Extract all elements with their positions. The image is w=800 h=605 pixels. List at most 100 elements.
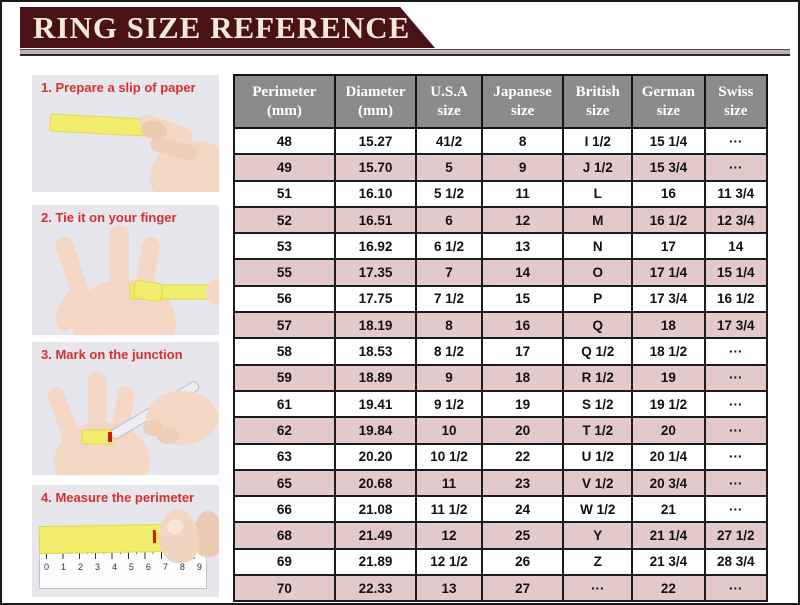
- step-card-2: 2. Tie it on your finger: [32, 205, 219, 335]
- cell-usa-size: 13: [415, 574, 483, 603]
- cell-diameter: 20.68: [333, 468, 418, 498]
- title-banner: RING SIZE REFERENCE: [20, 7, 435, 48]
- cell-japanese-size: 15: [480, 284, 565, 314]
- cell-japanese-size: 9: [480, 153, 565, 182]
- cell-japanese-size: 13: [480, 232, 565, 261]
- cell-swiss-size: ···: [703, 495, 769, 524]
- cell-diameter: 15.27: [333, 126, 418, 156]
- cell-swiss-size: 14: [703, 232, 769, 261]
- cell-british-size: Q 1/2: [562, 337, 634, 366]
- cell-swiss-size: ···: [703, 337, 769, 366]
- header-cell: German size: [631, 74, 706, 129]
- cell-usa-size: 5: [415, 153, 483, 182]
- table-row: 62 19.84 10 20 T 1/2 20 ···: [233, 416, 769, 445]
- cell-usa-size: 6 1/2: [415, 232, 483, 261]
- cell-german-size: 17 1/4: [631, 258, 706, 287]
- cell-british-size: M: [562, 205, 634, 235]
- cell-japanese-size: 18: [480, 363, 565, 392]
- cell-usa-size: 9 1/2: [415, 389, 483, 419]
- cell-german-size: 17 3/4: [631, 284, 706, 314]
- cell-british-size: ···: [562, 574, 634, 603]
- table-body: 48 15.27 41/2 8 I 1/2 15 1/4 ··· 49 15.7…: [233, 126, 769, 603]
- cell-japanese-size: 16: [480, 311, 565, 340]
- cell-usa-size: 5 1/2: [415, 179, 483, 208]
- table-row: 61 19.41 9 1/2 19 S 1/2 19 1/2 ···: [233, 389, 769, 419]
- cell-german-size: 15 3/4: [631, 153, 706, 182]
- cell-swiss-size: 11 3/4: [703, 179, 769, 208]
- table-row: 68 21.49 12 25 Y 21 1/4 27 1/2: [233, 521, 769, 550]
- ruler-major-ticks: [46, 548, 200, 559]
- cell-german-size: 20: [631, 416, 706, 445]
- cell-perimeter: 69: [233, 547, 336, 577]
- ruler-number: 5: [128, 562, 134, 572]
- step-2-label: 2. Tie it on your finger: [41, 210, 177, 225]
- cell-swiss-size: ···: [703, 574, 769, 603]
- cell-german-size: 18: [631, 311, 706, 340]
- table-row: 52 16.51 6 12 M 16 1/2 12 3/4: [233, 205, 769, 235]
- cell-british-size: S 1/2: [562, 389, 634, 419]
- ruler-number: 7: [162, 562, 168, 572]
- cell-japanese-size: 20: [480, 416, 565, 445]
- ring-size-table-wrap: Perimeter (mm) Diameter (mm) U.S.A size Jap…: [233, 74, 769, 603]
- cell-japanese-size: 11: [480, 179, 565, 208]
- cell-diameter: 19.41: [333, 389, 418, 419]
- cell-perimeter: 53: [233, 232, 336, 261]
- cell-usa-size: 7: [415, 258, 483, 287]
- cell-perimeter: 59: [233, 363, 336, 392]
- cell-swiss-size: 15 1/4: [703, 258, 769, 287]
- cell-perimeter: 57: [233, 311, 336, 340]
- cell-german-size: 21 3/4: [631, 547, 706, 577]
- table-row: 55 17.35 7 14 O 17 1/4 15 1/4: [233, 258, 769, 287]
- cell-usa-size: 12: [415, 521, 483, 550]
- cell-usa-size: 10 1/2: [415, 442, 483, 471]
- cell-diameter: 19.84: [333, 416, 418, 445]
- table-row: 70 22.33 13 27 ··· 22 ···: [233, 574, 769, 603]
- header-cell: Swiss size: [703, 74, 769, 129]
- table-header-row: Perimeter (mm) Diameter (mm) U.S.A size Jap…: [233, 74, 769, 129]
- cell-german-size: 21: [631, 495, 706, 524]
- step-4-fingernail: [166, 518, 184, 536]
- cell-japanese-size: 27: [480, 574, 565, 603]
- cell-perimeter: 52: [233, 205, 336, 235]
- table-row: 57 18.19 8 16 Q 18 17 3/4: [233, 311, 769, 340]
- step-4-label: 4. Measure the perimeter: [41, 490, 195, 505]
- cell-swiss-size: ···: [703, 442, 769, 471]
- cell-swiss-size: 16 1/2: [703, 284, 769, 314]
- cell-japanese-size: 25: [480, 521, 565, 550]
- cell-perimeter: 55: [233, 258, 336, 287]
- cell-british-size: T 1/2: [562, 416, 634, 445]
- cell-german-size: 18 1/2: [631, 337, 706, 366]
- cell-diameter: 17.75: [333, 284, 418, 314]
- cell-diameter: 16.92: [333, 232, 418, 261]
- step-4-paper-strip: [38, 523, 170, 555]
- cell-japanese-size: 24: [480, 495, 565, 524]
- cell-usa-size: 6: [415, 205, 483, 235]
- cell-swiss-size: 12 3/4: [703, 205, 769, 235]
- cell-british-size: O: [562, 258, 634, 287]
- cell-swiss-size: 17 3/4: [703, 311, 769, 340]
- page-title: RING SIZE REFERENCE: [33, 9, 411, 45]
- cell-german-size: 16 1/2: [631, 205, 706, 235]
- header-cell: Perimeter (mm): [233, 74, 336, 129]
- cell-usa-size: 8: [415, 311, 483, 340]
- cell-british-size: J 1/2: [562, 153, 634, 182]
- cell-swiss-size: ···: [703, 153, 769, 182]
- header-cell: Japanese size: [480, 74, 565, 129]
- cell-swiss-size: ···: [703, 363, 769, 392]
- cell-british-size: R 1/2: [562, 363, 634, 392]
- table-row: 56 17.75 7 1/2 15 P 17 3/4 16 1/2: [233, 284, 769, 314]
- cell-german-size: 15 1/4: [631, 126, 706, 156]
- cell-japanese-size: 19: [480, 389, 565, 419]
- cell-usa-size: 10: [415, 416, 483, 445]
- header-cell: U.S.A size: [415, 74, 483, 129]
- cell-british-size: P: [562, 284, 634, 314]
- cell-perimeter: 70: [233, 574, 336, 603]
- cell-usa-size: 11: [415, 468, 483, 498]
- cell-diameter: 16.10: [333, 179, 418, 208]
- cell-usa-size: 41/2: [415, 126, 483, 156]
- table-row: 49 15.70 5 9 J 1/2 15 3/4 ···: [233, 153, 769, 182]
- cell-german-size: 19 1/2: [631, 389, 706, 419]
- cell-british-size: U 1/2: [562, 442, 634, 471]
- table-row: 59 18.89 9 18 R 1/2 19 ···: [233, 363, 769, 392]
